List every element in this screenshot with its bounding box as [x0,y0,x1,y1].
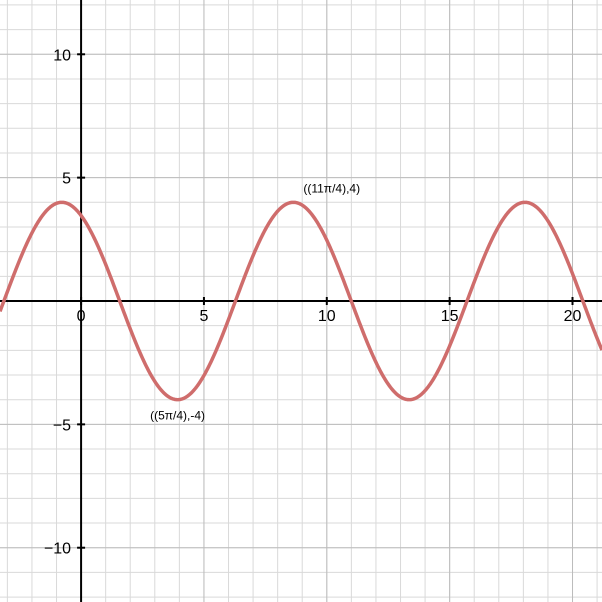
x-tick-label: 0 [77,308,86,325]
x-tick-label: 10 [318,308,336,325]
point-label: ((5π/4),-4) [150,409,205,423]
y-tick-label: 10 [53,47,71,64]
point-label: ((11π/4),4) [303,181,360,195]
x-tick-label: 15 [441,308,459,325]
y-tick-label: −10 [44,541,71,558]
y-tick-label: 5 [62,171,71,188]
x-tick-label: 5 [199,308,208,325]
axes-plot: 0 5 10 15 20 −10 −5 5 10 ((11π/4),4) ((5π/4),-4) [0,0,602,602]
x-tick-label: 20 [564,308,582,325]
y-tick-label: −5 [53,417,71,434]
